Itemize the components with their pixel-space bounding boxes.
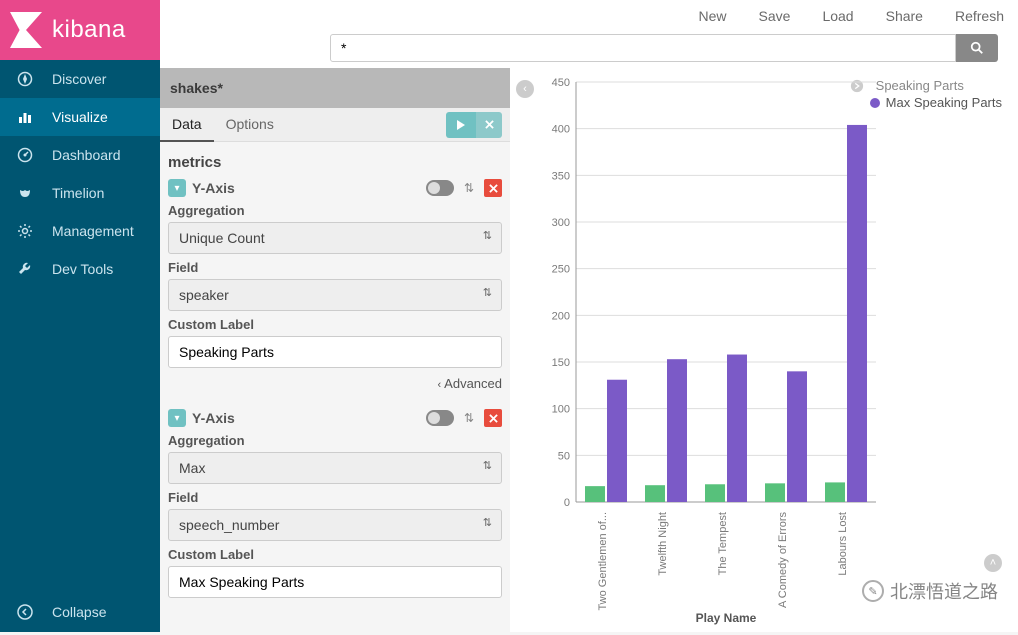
field-select[interactable]: speech_number bbox=[168, 509, 502, 541]
tab-options[interactable]: Options bbox=[214, 108, 286, 142]
tab-data[interactable]: Data bbox=[160, 108, 214, 142]
watermark-icon: ✎ bbox=[862, 580, 884, 602]
svg-text:100: 100 bbox=[552, 404, 570, 416]
nav-label: Timelion bbox=[52, 185, 104, 201]
sidebar-item-timelion[interactable]: Timelion bbox=[0, 174, 160, 212]
close-icon bbox=[485, 120, 494, 129]
chart-area: ‹ Speaking Parts Max Speaking Parts 0501… bbox=[510, 68, 1018, 632]
metric-drag-icon[interactable]: ⇅ bbox=[460, 411, 478, 425]
svg-text:450: 450 bbox=[552, 77, 570, 89]
top-menu: New Save Load Share Refresh bbox=[697, 4, 1006, 28]
svg-text:200: 200 bbox=[552, 310, 570, 322]
search-input[interactable] bbox=[330, 34, 956, 62]
aggregation-label: Aggregation bbox=[168, 433, 502, 448]
svg-text:0: 0 bbox=[564, 497, 570, 509]
custom-label-label: Custom Label bbox=[168, 317, 502, 332]
sidebar-item-dashboard[interactable]: Dashboard bbox=[0, 136, 160, 174]
discard-button[interactable] bbox=[476, 112, 502, 138]
nav-label: Visualize bbox=[52, 109, 108, 125]
config-panel: shakes* DataOptions metrics ▾ Y-Axis ⇅ Aggr… bbox=[160, 68, 510, 632]
watermark: ✎ 北漂悟道之路 bbox=[862, 578, 998, 604]
svg-text:The Tempest: The Tempest bbox=[717, 512, 729, 575]
scroll-top-icon[interactable]: ˄ bbox=[984, 554, 1002, 572]
topbar: New Save Load Share Refresh bbox=[160, 0, 1018, 68]
chart-icon bbox=[16, 108, 34, 126]
collapse-icon bbox=[16, 603, 34, 621]
wrench-icon bbox=[16, 260, 34, 278]
svg-text:300: 300 bbox=[552, 217, 570, 229]
svg-text:250: 250 bbox=[552, 264, 570, 276]
collapse-label: Collapse bbox=[52, 604, 106, 620]
brand: kibana bbox=[0, 0, 160, 60]
kibana-logo-icon bbox=[10, 12, 42, 48]
metric-collapse-icon[interactable]: ▾ bbox=[168, 409, 186, 427]
svg-text:400: 400 bbox=[552, 124, 570, 136]
mask-icon bbox=[16, 184, 34, 202]
sidebar-item-visualize[interactable]: Visualize bbox=[0, 98, 160, 136]
svg-text:Twelfth Night: Twelfth Night bbox=[657, 512, 669, 576]
topmenu-refresh[interactable]: Refresh bbox=[953, 4, 1006, 28]
metric-title: Y-Axis bbox=[192, 180, 420, 196]
metric-title: Y-Axis bbox=[192, 410, 420, 426]
aggregation-label: Aggregation bbox=[168, 203, 502, 218]
custom-label-input[interactable] bbox=[168, 336, 502, 368]
aggregation-select[interactable]: Unique Count bbox=[168, 222, 502, 254]
gauge-icon bbox=[16, 146, 34, 164]
field-select[interactable]: speaker bbox=[168, 279, 502, 311]
svg-text:50: 50 bbox=[558, 450, 570, 462]
svg-text:350: 350 bbox=[552, 170, 570, 182]
field-label: Field bbox=[168, 490, 502, 505]
index-pattern-label: shakes* bbox=[170, 80, 223, 96]
topmenu-load[interactable]: Load bbox=[820, 4, 855, 28]
compass-icon bbox=[16, 70, 34, 88]
sidebar-item-management[interactable]: Management bbox=[0, 212, 160, 250]
sidebar-item-discover[interactable]: Discover bbox=[0, 60, 160, 98]
field-label: Field bbox=[168, 260, 502, 275]
search-bar bbox=[330, 34, 998, 62]
metric-enable-toggle[interactable] bbox=[426, 410, 454, 426]
metric-collapse-icon[interactable]: ▾ bbox=[168, 179, 186, 197]
topmenu-new[interactable]: New bbox=[697, 4, 729, 28]
chart-canvas: 0 50 100 150 200 250 300 350 400 450 Two Gentlemen… bbox=[540, 76, 1008, 622]
index-pattern-row[interactable]: shakes* bbox=[160, 68, 510, 108]
search-button[interactable] bbox=[956, 34, 998, 62]
topmenu-share[interactable]: Share bbox=[884, 4, 925, 28]
metric-enable-toggle[interactable] bbox=[426, 180, 454, 196]
metric-1: ▾ Y-Axis ⇅ Aggregation Max Field speech_number… bbox=[168, 409, 502, 598]
nav-label: Management bbox=[52, 223, 134, 239]
advanced-toggle[interactable]: Advanced bbox=[168, 376, 502, 391]
svg-text:Labours Lost: Labours Lost bbox=[837, 512, 849, 576]
config-body: metrics ▾ Y-Axis ⇅ Aggregation Unique Count F… bbox=[160, 142, 510, 632]
svg-text:Two Gentlemen of...: Two Gentlemen of... bbox=[597, 512, 609, 610]
nav-list: Discover Visualize Dashboard Timelion Manage… bbox=[0, 60, 160, 288]
svg-text:Play Name: Play Name bbox=[696, 611, 757, 625]
svg-text:150: 150 bbox=[552, 357, 570, 369]
panel-collapse-icon[interactable]: ‹ bbox=[516, 80, 534, 98]
sidebar-item-dev-tools[interactable]: Dev Tools bbox=[0, 250, 160, 288]
search-icon bbox=[970, 41, 984, 55]
metric-drag-icon[interactable]: ⇅ bbox=[460, 181, 478, 195]
aggregation-select[interactable]: Max bbox=[168, 452, 502, 484]
custom-label-label: Custom Label bbox=[168, 547, 502, 562]
svg-text:A Comedy of Errors: A Comedy of Errors bbox=[777, 512, 789, 608]
nav-label: Dashboard bbox=[52, 147, 121, 163]
metrics-heading: metrics bbox=[168, 154, 502, 171]
gear-icon bbox=[16, 222, 34, 240]
watermark-text: 北漂悟道之路 bbox=[890, 578, 998, 604]
metric-0: ▾ Y-Axis ⇅ Aggregation Unique Count Field spea… bbox=[168, 179, 502, 391]
collapse-button[interactable]: Collapse bbox=[0, 592, 160, 632]
nav-label: Discover bbox=[52, 71, 106, 87]
brand-name: kibana bbox=[52, 16, 126, 44]
nav-label: Dev Tools bbox=[52, 261, 113, 277]
metric-delete-button[interactable] bbox=[484, 179, 502, 197]
apply-button[interactable] bbox=[446, 112, 476, 138]
config-tabs: DataOptions bbox=[160, 108, 510, 142]
metric-delete-button[interactable] bbox=[484, 409, 502, 427]
custom-label-input[interactable] bbox=[168, 566, 502, 598]
play-icon bbox=[456, 120, 466, 130]
topmenu-save[interactable]: Save bbox=[757, 4, 793, 28]
sidebar: kibana Discover Visualize Dashboard Timelio… bbox=[0, 0, 160, 632]
